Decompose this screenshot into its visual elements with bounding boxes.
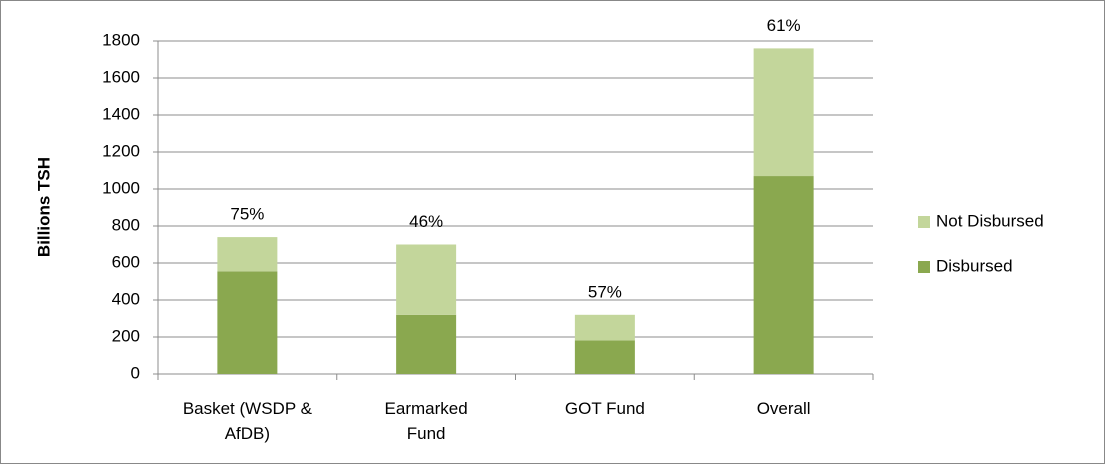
y-tick-label: 800 bbox=[112, 215, 140, 234]
bar-segment bbox=[753, 176, 814, 374]
x-tick-label: Basket (WSDP & AfDB) bbox=[182, 399, 312, 443]
bar-segment bbox=[574, 340, 635, 374]
x-tick-label: GOT Fund bbox=[564, 399, 645, 418]
y-tick-label: 1200 bbox=[102, 141, 140, 160]
bar-segment bbox=[217, 271, 278, 374]
bar-annotation: 61% bbox=[767, 16, 801, 35]
bar-segment bbox=[753, 48, 814, 177]
bar-segment bbox=[574, 314, 635, 341]
bar-annotation: 57% bbox=[588, 282, 622, 301]
y-axis-title: Billions TSH bbox=[34, 157, 53, 257]
y-tick-label: 0 bbox=[131, 363, 140, 382]
y-tick-label: 1000 bbox=[102, 178, 140, 197]
legend-label: Not Disbursed bbox=[936, 211, 1044, 230]
bar-annotation: 75% bbox=[230, 205, 264, 224]
bar-segment bbox=[396, 314, 457, 374]
legend-swatch bbox=[918, 216, 930, 228]
legend-swatch bbox=[918, 261, 930, 273]
legend-label: Disbursed bbox=[936, 256, 1013, 275]
bar-segment bbox=[396, 244, 457, 315]
y-tick-label: 1800 bbox=[102, 30, 140, 49]
y-tick-label: 400 bbox=[112, 289, 140, 308]
y-tick-label: 1400 bbox=[102, 104, 140, 123]
x-tick-label: Overall bbox=[756, 399, 811, 418]
x-tick-label: Earmarked Fund bbox=[384, 399, 468, 443]
bar-segment bbox=[217, 237, 278, 272]
y-tick-label: 600 bbox=[112, 252, 140, 271]
bar-annotation: 46% bbox=[409, 212, 443, 231]
y-tick-label: 1600 bbox=[102, 67, 140, 86]
y-tick-label: 200 bbox=[112, 326, 140, 345]
